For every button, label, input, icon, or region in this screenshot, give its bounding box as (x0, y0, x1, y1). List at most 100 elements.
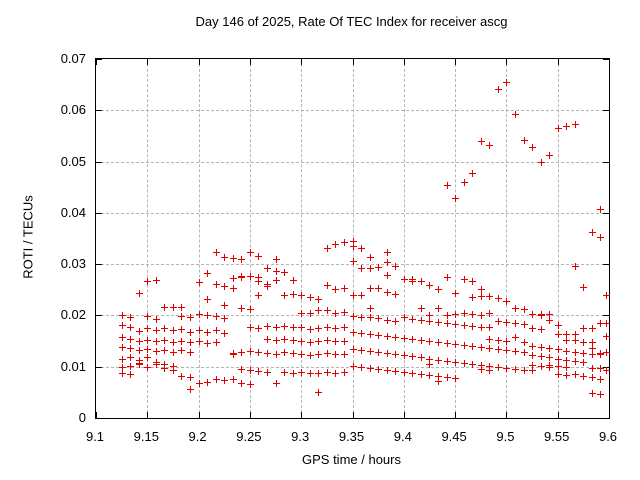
y-tick-mark (96, 59, 102, 60)
x-tick-label: 9.1 (85, 429, 105, 444)
data-point-marker (546, 310, 554, 318)
y-tick-mark (603, 418, 609, 419)
data-point-marker (588, 228, 596, 236)
x-tick-mark (198, 412, 200, 418)
data-point-marker (563, 331, 571, 339)
data-point-marker (486, 292, 494, 300)
data-point-marker (392, 367, 400, 375)
data-point-marker (588, 344, 596, 352)
data-point-marker (289, 323, 297, 331)
x-tick-label: 9.15 (133, 429, 159, 444)
data-point-marker (571, 337, 579, 345)
data-point-marker (486, 367, 494, 375)
data-point-marker (537, 159, 545, 167)
data-point-marker (135, 328, 143, 336)
data-point-marker (597, 320, 605, 328)
data-point-marker (537, 344, 545, 352)
gridline-vertical (506, 59, 508, 418)
y-tick-label: 0.04 (60, 204, 86, 220)
data-point-marker (281, 335, 289, 343)
data-point-marker (563, 337, 571, 345)
data-point-marker (272, 379, 280, 387)
data-point-marker (426, 282, 434, 290)
data-point-marker (469, 310, 477, 318)
data-point-marker (135, 289, 143, 297)
data-point-marker (358, 244, 366, 252)
data-point-marker (486, 335, 494, 343)
x-tick-label: 9.55 (544, 429, 570, 444)
data-point-marker (332, 351, 340, 359)
data-point-marker (511, 110, 519, 118)
data-point-marker (212, 312, 220, 320)
data-point-marker (602, 349, 610, 357)
x-tick-mark (249, 59, 251, 65)
data-point-marker (529, 352, 537, 360)
data-point-marker (588, 325, 596, 333)
data-point-marker (443, 340, 451, 348)
data-point-marker (204, 296, 212, 304)
data-point-marker (281, 368, 289, 376)
data-point-marker (426, 371, 434, 379)
data-point-marker (127, 371, 135, 379)
data-point-marker (315, 388, 323, 396)
data-point-marker (272, 350, 280, 358)
data-point-marker (204, 339, 212, 347)
data-point-marker (417, 354, 425, 362)
data-point-marker (537, 353, 545, 361)
data-point-marker (580, 339, 588, 347)
data-point-marker (443, 357, 451, 365)
data-point-marker (563, 372, 571, 380)
data-point-marker (281, 349, 289, 357)
data-point-marker (255, 291, 263, 299)
data-point-marker (169, 367, 177, 375)
data-point-marker (229, 274, 237, 282)
data-point-marker (289, 290, 297, 298)
data-point-marker (477, 323, 485, 331)
data-point-marker (537, 325, 545, 333)
data-point-marker (588, 389, 596, 397)
data-point-marker (494, 86, 502, 94)
data-point-marker (392, 333, 400, 341)
data-point-marker (127, 345, 135, 353)
data-point-marker (426, 355, 434, 363)
data-point-marker (597, 351, 605, 359)
data-point-marker (187, 348, 195, 356)
x-tick-label: 9.2 (188, 429, 207, 444)
data-point-marker (127, 335, 135, 343)
data-point-marker (443, 274, 451, 282)
y-tick-mark (603, 110, 609, 112)
data-point-marker (315, 307, 323, 315)
data-point-marker (221, 302, 229, 310)
data-point-marker (118, 355, 126, 363)
data-point-marker (169, 327, 177, 335)
data-point-marker (520, 366, 528, 374)
x-tick-mark (455, 412, 457, 418)
x-tick-mark (147, 412, 149, 418)
data-point-marker (588, 351, 596, 359)
data-point-marker (264, 281, 272, 289)
data-point-marker (383, 332, 391, 340)
data-point-marker (135, 347, 143, 355)
data-point-marker (417, 370, 425, 378)
data-point-marker (434, 285, 442, 293)
x-axis-label: GPS time / hours (302, 452, 401, 467)
y-tick-label: 0.02 (60, 307, 86, 323)
data-point-marker (323, 350, 331, 358)
data-point-marker (520, 137, 528, 145)
y-tick-mark (96, 315, 102, 317)
data-point-marker (204, 328, 212, 336)
data-point-marker (469, 322, 477, 330)
data-point-marker (469, 277, 477, 285)
data-point-marker (178, 326, 186, 334)
data-point-marker (340, 369, 348, 377)
plot-area (95, 58, 610, 419)
data-point-marker (272, 336, 280, 344)
data-point-marker (529, 324, 537, 332)
data-point-marker (281, 268, 289, 276)
data-point-marker (315, 351, 323, 359)
data-point-marker (529, 362, 537, 370)
data-point-marker (571, 331, 579, 339)
data-point-marker (169, 348, 177, 356)
data-point-marker (366, 285, 374, 293)
data-point-marker (152, 338, 160, 346)
